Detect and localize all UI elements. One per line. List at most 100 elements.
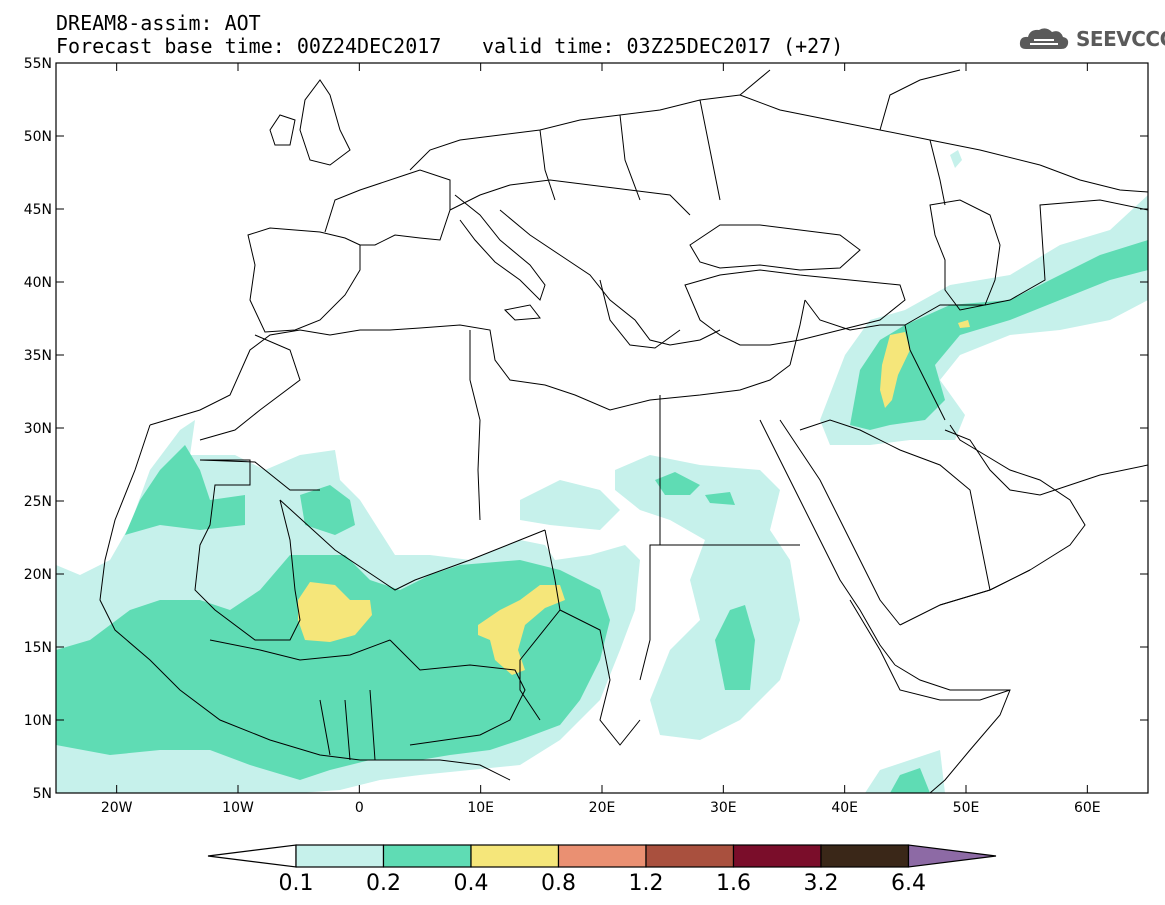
border-mauritania (194, 459, 301, 641)
lat-tick-label: 55N (24, 56, 52, 72)
border-algeria-mali (279, 499, 546, 591)
lon-tick-label: 10E (467, 800, 494, 816)
coast-arabia (899, 424, 1086, 626)
aot-colorbar-labels: 0.1 0.2 0.4 0.8 1.2 1.6 3.2 6.4 (279, 871, 927, 896)
lat-tick-label: 5N (33, 786, 52, 802)
lat-tick-label: 15N (24, 640, 52, 656)
colorbar-swatch (470, 844, 560, 868)
border-yemen (939, 569, 1031, 606)
border-chad-sudan (559, 609, 641, 746)
border-morocco-algeria (199, 334, 301, 441)
contour-02-mauritania (125, 445, 245, 535)
lon-tick-label: 50E (953, 800, 980, 816)
lon-tick-label: 20E (589, 800, 616, 816)
lat-tick-label: 35N (24, 348, 52, 364)
colorbar-label: 1.6 (716, 871, 751, 896)
lon-tick-label: 30E (710, 800, 737, 816)
contour-01-east-sahara (615, 455, 800, 740)
coast-uk (299, 79, 351, 166)
contour-01-black-sea-dot (950, 150, 962, 168)
contour-02-sudan (715, 605, 755, 690)
logo-text: SEEVCCC (1076, 27, 1165, 51)
contour-04-chad (478, 585, 565, 675)
latitude-ticks: 55N 50N 45N 40N 35N 30N 25N 20N 15N 10N 5N (24, 56, 1148, 802)
lat-tick-label: 10N (24, 713, 52, 729)
map-title: DREAM8-assim: AOT (56, 11, 261, 35)
contour-04-mali (298, 582, 372, 642)
coast-west-africa (99, 424, 511, 781)
lat-tick-label: 30N (24, 421, 52, 437)
contour-02-east-africa (890, 768, 930, 793)
country-borders (99, 69, 1148, 793)
coast-france (324, 169, 451, 246)
colorbar-swatch (557, 844, 647, 868)
forecast-base-time: Forecast base time: 00Z24DEC2017 (56, 34, 442, 58)
lat-tick-label: 45N (24, 202, 52, 218)
coast-persian-gulf (944, 429, 1148, 496)
coast-red-sea-east (779, 419, 901, 626)
lon-tick-label: 60E (1074, 800, 1101, 816)
border-western-sahara (199, 459, 320, 491)
colorbar-swatch (732, 844, 822, 868)
coast-sicily (503, 304, 541, 321)
contour-04-iraq (880, 332, 910, 408)
coast-horn (894, 664, 1011, 793)
lon-tick-label: 20W (101, 800, 133, 816)
colorbar-swatch (820, 844, 910, 868)
aot-colorbar (207, 844, 997, 868)
aot-contours (56, 150, 1148, 793)
colorbar-swatch (382, 844, 472, 868)
border-egypt-sudan (639, 544, 660, 681)
colorbar-label: 6.4 (891, 871, 926, 896)
lon-tick-label: 10W (222, 800, 254, 816)
valid-time: valid time: 03Z25DEC2017 (+27) (482, 34, 844, 58)
border-iran (904, 199, 1148, 326)
border-north-east (739, 69, 961, 206)
longitude-ticks: 20W 10W 0 10E 20E 30E 40E 50E 60E (101, 63, 1101, 816)
colorbar-above-arrow (907, 844, 997, 868)
border-sahel (209, 639, 391, 661)
border-europe-interior (409, 94, 1041, 216)
colorbar-label: 0.1 (279, 871, 314, 896)
colorbar-label: 1.2 (629, 871, 664, 896)
lat-tick-label: 50N (24, 129, 52, 145)
colorbar-label: 3.2 (804, 871, 839, 896)
coast-greece (599, 279, 681, 349)
coast-levant (789, 299, 806, 366)
border-niger-chad (519, 529, 561, 721)
border-ethiopia (849, 599, 1011, 701)
contour-02-west-africa (56, 555, 610, 780)
contour-02-egypt-east (705, 492, 735, 505)
colorbar-below-arrow (207, 844, 297, 868)
colorbar-swatch (645, 844, 735, 868)
coast-balkans (499, 209, 721, 346)
colorbar-label: 0.4 (454, 871, 489, 896)
border-saudi (799, 419, 991, 591)
border-ghana-togo (319, 689, 376, 761)
contour-01-libya-patch (520, 480, 620, 530)
border-iraq-syria (804, 299, 946, 421)
contour-02-iraq (850, 240, 1148, 430)
cloud-icon (1019, 28, 1069, 49)
coast-black-sea (689, 224, 861, 271)
coast-turkey (684, 269, 906, 346)
coast-ireland (269, 114, 296, 146)
coast-iberia (247, 227, 361, 333)
contour-04-iran-dot (958, 320, 970, 328)
colorbar-label: 0.2 (366, 871, 401, 896)
coast-north-africa (149, 324, 791, 426)
border-nigeria (389, 639, 526, 746)
contour-02-egypt-west (655, 472, 700, 495)
border-kazakhstan (1039, 164, 1148, 193)
lat-tick-label: 20N (24, 567, 52, 583)
contour-02-algeria-north (300, 485, 355, 535)
lon-tick-label: 40E (831, 800, 858, 816)
coast-italy (454, 194, 546, 301)
lon-tick-label: 0 (355, 800, 364, 816)
coast-red-sea-west (759, 419, 896, 666)
seevccc-logo: SEEVCCC (1018, 24, 1165, 54)
colorbar-swatch (295, 844, 385, 868)
border-algeria-libya (469, 330, 481, 521)
lat-tick-label: 25N (24, 494, 52, 510)
